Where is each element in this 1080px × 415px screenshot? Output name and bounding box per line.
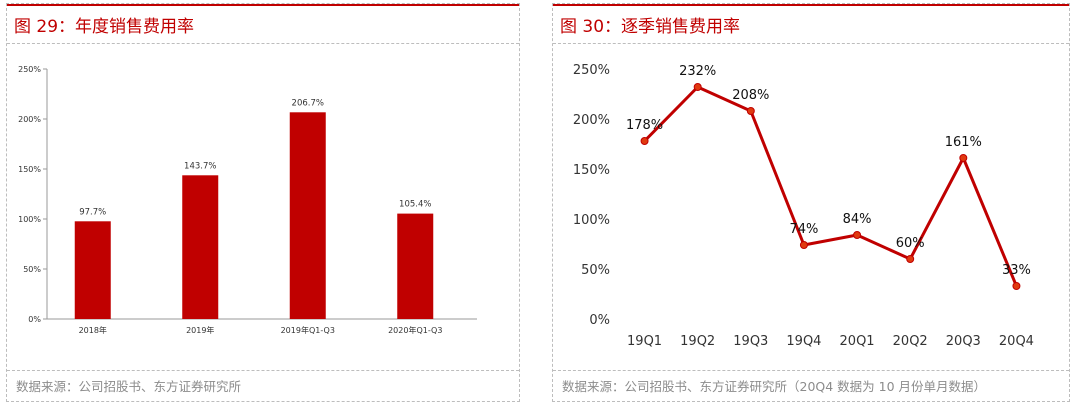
data-point: [906, 255, 915, 263]
y-tick-label: 0%: [589, 313, 610, 328]
y-tick-label: 250%: [18, 65, 41, 74]
point-value-label: 33%: [1002, 263, 1031, 278]
y-tick-label: 100%: [573, 213, 610, 228]
x-tick-label: 20Q1: [840, 334, 875, 349]
bar-value-label: 143.7%: [184, 161, 216, 171]
data-point: [799, 241, 808, 249]
x-tick-label: 20Q3: [946, 334, 981, 349]
point-value-label: 84%: [843, 212, 872, 227]
y-tick-label: 200%: [573, 113, 610, 128]
line-chart: 0% 50% 100% 150% 200% 250% 178% 19Q1 232% 19Q2 208…: [573, 63, 1034, 349]
y-tick-label: 50%: [581, 263, 610, 278]
point-value-label: 178%: [626, 118, 663, 133]
x-tick-label: 2019年: [186, 325, 214, 335]
panel-title: 图 29：年度销售费用率: [14, 17, 195, 37]
y-tick-label: 0%: [28, 315, 41, 324]
bar-value-label: 105.4%: [399, 200, 431, 210]
x-tick-label: 2019年Q1-Q3: [281, 325, 335, 335]
x-tick-label: 20Q4: [999, 334, 1034, 349]
point-value-label: 161%: [945, 135, 982, 150]
source-divider: [7, 370, 519, 371]
point-value-label: 74%: [789, 222, 818, 237]
chart-panel-annual: 图 29：年度销售费用率 0% 50% 100% 150% 200% 250% 97.7% 2…: [6, 3, 520, 402]
bar-value-label: 97.7%: [79, 207, 106, 217]
point-value-label: 208%: [732, 88, 769, 103]
source-note: 数据来源：公司招股书、东方证券研究所: [16, 379, 242, 394]
data-point: [1012, 282, 1021, 290]
data-point: [746, 107, 755, 115]
panel-title-bar: 图 30：逐季销售费用率: [553, 4, 1069, 44]
data-point: [853, 231, 862, 239]
source-divider: [553, 370, 1069, 371]
title-rule: [7, 4, 519, 6]
y-tick-label: 250%: [573, 63, 610, 78]
source-note: 数据来源：公司招股书、东方证券研究所（20Q4 数据为 10 月份单月数据）: [562, 379, 987, 394]
title-divider: [7, 43, 519, 44]
y-tick-label: 150%: [573, 163, 610, 178]
bar: [74, 221, 111, 319]
bar: [397, 213, 434, 319]
x-tick-label: 19Q3: [733, 334, 768, 349]
y-tick-label: 200%: [18, 115, 41, 124]
bar: [182, 175, 219, 319]
bar-chart: 0% 50% 100% 150% 200% 250% 97.7% 2018年 143.7% 201…: [18, 65, 477, 335]
panel-title: 图 30：逐季销售费用率: [560, 17, 741, 37]
series-line: [643, 85, 1018, 287]
title-divider: [553, 43, 1069, 44]
data-point: [640, 137, 649, 145]
x-tick-label: 19Q1: [627, 334, 662, 349]
point-value-label: 60%: [896, 236, 925, 251]
y-tick-label: 150%: [18, 165, 41, 174]
bar-value-label: 206.7%: [292, 98, 324, 108]
x-tick-label: 20Q2: [893, 334, 928, 349]
data-point: [959, 154, 968, 162]
data-point: [693, 83, 702, 91]
x-tick-label: 2018年: [79, 325, 107, 335]
y-tick-label: 100%: [18, 215, 41, 224]
bar: [289, 112, 326, 319]
chart-panel-quarterly: 图 30：逐季销售费用率 0% 50% 100% 150% 200% 250% 178% 19…: [552, 3, 1070, 402]
point-value-label: 232%: [679, 64, 716, 79]
title-rule: [553, 4, 1069, 6]
x-tick-label: 19Q2: [680, 334, 715, 349]
panel-title-bar: 图 29：年度销售费用率: [7, 4, 519, 44]
x-tick-label: 2020年Q1-Q3: [388, 325, 442, 335]
x-tick-label: 19Q4: [786, 334, 821, 349]
y-tick-label: 50%: [23, 265, 41, 274]
